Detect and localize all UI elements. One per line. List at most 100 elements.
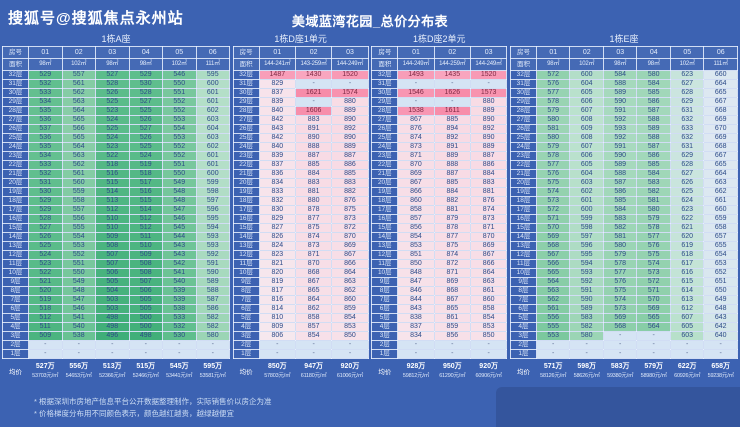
avg-cell: 527万 53703元/㎡	[32, 363, 59, 380]
floor-label: 9层	[232, 277, 260, 287]
price-cell: -	[95, 340, 130, 350]
price-cell: 578	[535, 97, 571, 107]
price-cell: 570	[636, 295, 671, 305]
price-cell: 832	[258, 196, 296, 206]
floor-label: 16层	[509, 214, 537, 224]
page-title: 美域蓝湾花园_总价分布表	[291, 14, 449, 29]
unit-header: 02	[569, 46, 604, 59]
price-cell: 819	[258, 277, 296, 287]
avg-cell: 513万 52366元/㎡	[99, 363, 126, 380]
price-cell: 554	[162, 124, 197, 134]
price-cell: -	[636, 331, 671, 341]
unit-header: 04	[636, 46, 671, 59]
price-cell: 622	[669, 214, 705, 224]
price-cell: 527	[95, 70, 130, 80]
price-cell: -	[28, 340, 63, 350]
price-cell: 598	[195, 187, 230, 197]
floor-label: 31层	[509, 79, 537, 89]
price-cell: 840	[258, 106, 296, 116]
price-cell: 894	[433, 124, 471, 134]
price-cell: -	[331, 340, 369, 350]
price-cell: 854	[469, 313, 508, 323]
price-cell: 868	[433, 286, 471, 296]
price-cell: 889	[433, 151, 471, 161]
price-cell: 540	[162, 277, 197, 287]
price-cell: 866	[397, 187, 435, 197]
room-header: 房号	[371, 46, 399, 59]
price-cell: 541	[61, 313, 96, 323]
price-cell: 498	[95, 313, 130, 323]
price-cell: 522	[95, 151, 130, 161]
price-cell: 1606	[294, 106, 333, 116]
price-cell: 583	[602, 214, 638, 224]
table-row: 7层 519 547 503 505 539 587	[2, 295, 230, 305]
price-cell: 814	[258, 304, 296, 314]
price-cell: 516	[128, 187, 163, 197]
floor-label: 27层	[509, 115, 537, 125]
table-row: 14层 526 554 509 511 544 593	[2, 232, 230, 242]
table-row: 28层 535 564 523 525 552 602	[2, 106, 230, 116]
price-cell: 830	[258, 205, 296, 215]
price-cell: 537	[28, 124, 63, 134]
floor-label: 4层	[509, 322, 537, 332]
price-cell: 510	[128, 241, 163, 251]
price-cell: 595	[569, 250, 604, 260]
building-table: 1栋D座2单元 房号 01 02 03 面积 144-249㎡ 144-259㎡ 144-249…	[371, 32, 508, 383]
table-row: 28层 579 607 591 587 631 668	[509, 106, 738, 116]
price-cell: 892	[433, 133, 471, 143]
price-cell: 866	[469, 259, 508, 269]
price-cell: 577	[602, 268, 638, 278]
floor-label: 16层	[232, 214, 260, 224]
price-cell: 552	[162, 151, 197, 161]
price-cell: -	[669, 340, 705, 350]
price-cell: 527	[28, 223, 63, 233]
floor-label: 17层	[509, 205, 537, 215]
price-cell: 1487	[258, 70, 296, 80]
price-cell: 564	[61, 142, 96, 152]
table-row: 17层 529 557 512 514 547 596	[2, 205, 230, 215]
price-cell: 891	[294, 124, 333, 134]
price-cell: 870	[294, 259, 333, 269]
table-row: 4层 555 582 568 564 605 642	[509, 322, 738, 332]
table-row: 23层 839 887 887	[232, 151, 369, 161]
table-row: 22层 837 885 886	[232, 160, 369, 170]
price-cell: 582	[569, 322, 604, 332]
price-cell: 867	[469, 250, 508, 260]
price-cell: -	[61, 349, 96, 359]
price-cell: 605	[669, 322, 705, 332]
price-cell: 505	[95, 277, 130, 287]
price-cell: 629	[669, 97, 705, 107]
price-cell: 844	[397, 295, 435, 305]
table-row: 19层 833 881 882	[232, 187, 369, 197]
floor-label: 14层	[509, 232, 537, 242]
price-cell: 888	[433, 160, 471, 170]
building-title: 1栋A座	[101, 34, 131, 44]
table-row: 8层 846 868 861	[371, 286, 508, 296]
table-row: 11层 523 551 507 508 542 591	[2, 259, 230, 269]
price-cell: 574	[636, 259, 671, 269]
floor-label: 2层	[371, 340, 399, 350]
price-cell: 615	[669, 277, 705, 287]
price-cell: 606	[569, 151, 604, 161]
price-cell: 565	[535, 268, 571, 278]
price-cell: -	[397, 97, 435, 107]
floor-label: 22层	[371, 160, 399, 170]
price-cell: 884	[469, 169, 508, 179]
price-cell: 865	[433, 304, 471, 314]
table-row: 3层 509 538 496 498 530 580	[2, 331, 230, 341]
price-cell: 519	[128, 160, 163, 170]
floor-label: 6层	[232, 304, 260, 314]
price-cell: 586	[602, 187, 638, 197]
table-row: 21层 869 887 884	[371, 169, 508, 179]
floor-label: 10层	[509, 268, 537, 278]
price-cell: 533	[162, 313, 197, 323]
price-cell: 600	[195, 79, 230, 89]
floor-label: 5层	[371, 313, 399, 323]
price-cell: 600	[195, 169, 230, 179]
price-cell: 669	[703, 133, 738, 143]
price-cell: 564	[535, 277, 571, 287]
floor-label: 31层	[2, 79, 29, 89]
price-cell: 872	[433, 259, 471, 269]
table-row: 6层 518 546 503 505 538 586	[2, 304, 230, 314]
area-cell: 98㎡	[535, 58, 571, 71]
